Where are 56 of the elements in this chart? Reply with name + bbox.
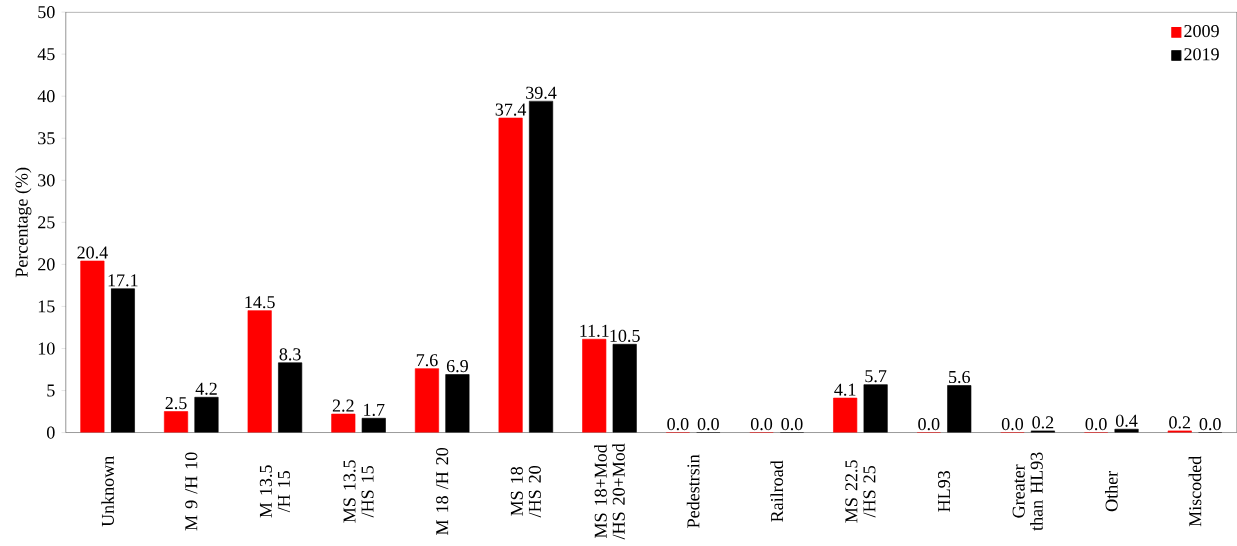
x-tick-label: Unknown: [101, 456, 114, 527]
data-label: 0.0: [918, 418, 940, 431]
y-tick-label: 30: [38, 174, 55, 187]
y-tick-label: 50: [38, 6, 55, 19]
y-axis-title: Percentage (%): [15, 168, 32, 278]
y-tick-label: 5: [47, 384, 55, 397]
x-tick-label: Pedestrsin: [686, 454, 700, 529]
y-tick-label: 35: [38, 132, 55, 145]
y-tick-label: 25: [38, 216, 55, 229]
data-label: 0.0: [750, 418, 773, 431]
y-tick-label: 10: [38, 342, 55, 355]
x-tick-label: M 13.5 /H 15: [259, 465, 290, 518]
data-label: 0.0: [781, 418, 803, 431]
data-label: 0.0: [667, 418, 689, 431]
data-label: 2.5: [165, 397, 187, 410]
data-label: 14.5: [245, 296, 275, 309]
y-tick-label: 40: [37, 90, 55, 103]
data-label: 20.4: [77, 246, 108, 259]
x-tick-label: Greater than HL93: [1012, 452, 1043, 531]
legend-label: 2019: [1184, 48, 1219, 61]
x-tick-label: M 18 /H 20: [436, 448, 449, 536]
data-label: 4.2: [195, 382, 217, 396]
data-label: 11.1: [580, 324, 609, 338]
data-label: 0.0: [697, 418, 719, 431]
data-label: 8.3: [279, 348, 301, 361]
x-tick-label: MS 22.5 /HS 25: [845, 460, 876, 523]
data-label: 2.2: [332, 399, 354, 412]
data-label: 4.1: [834, 383, 856, 396]
data-label: 0.0: [1199, 418, 1221, 431]
legend-label: 2009: [1184, 25, 1219, 38]
data-label: 6.9: [446, 360, 468, 373]
data-label: 1.7: [364, 403, 385, 417]
y-tick-label: 0: [46, 426, 55, 439]
data-label: 0.0: [1085, 418, 1107, 431]
x-tick-label: Railroad: [770, 460, 784, 523]
data-label: 0.0: [1001, 418, 1024, 431]
x-tick-label: MS 13.5 /HS 15: [343, 460, 374, 523]
data-label: 37.4: [495, 103, 527, 116]
data-label: 7.6: [416, 354, 438, 367]
x-tick-label: Miscoded: [1188, 456, 1202, 527]
y-tick-label: 20: [38, 258, 55, 271]
data-label: 39.4: [526, 86, 557, 100]
data-label: 0.2: [1032, 416, 1054, 429]
data-label: 0.2: [1169, 416, 1191, 429]
x-tick-label: MS 18+Mod /HS 20+Mod: [594, 443, 625, 540]
data-label: 10.5: [610, 329, 640, 343]
y-tick-label: 45: [37, 48, 55, 61]
x-tick-label: Other: [1104, 471, 1118, 512]
y-tick-label: 15: [38, 300, 55, 313]
data-label: 5.7: [865, 370, 887, 383]
data-label: 0.4: [1115, 414, 1138, 428]
data-label: 5.6: [949, 371, 971, 384]
x-tick-label: M 9 /H 10: [185, 452, 198, 531]
x-tick-label: HL93: [937, 471, 951, 513]
x-tick-label: MS 18 /HS 20: [510, 466, 541, 518]
data-label: 17.1: [108, 274, 138, 287]
